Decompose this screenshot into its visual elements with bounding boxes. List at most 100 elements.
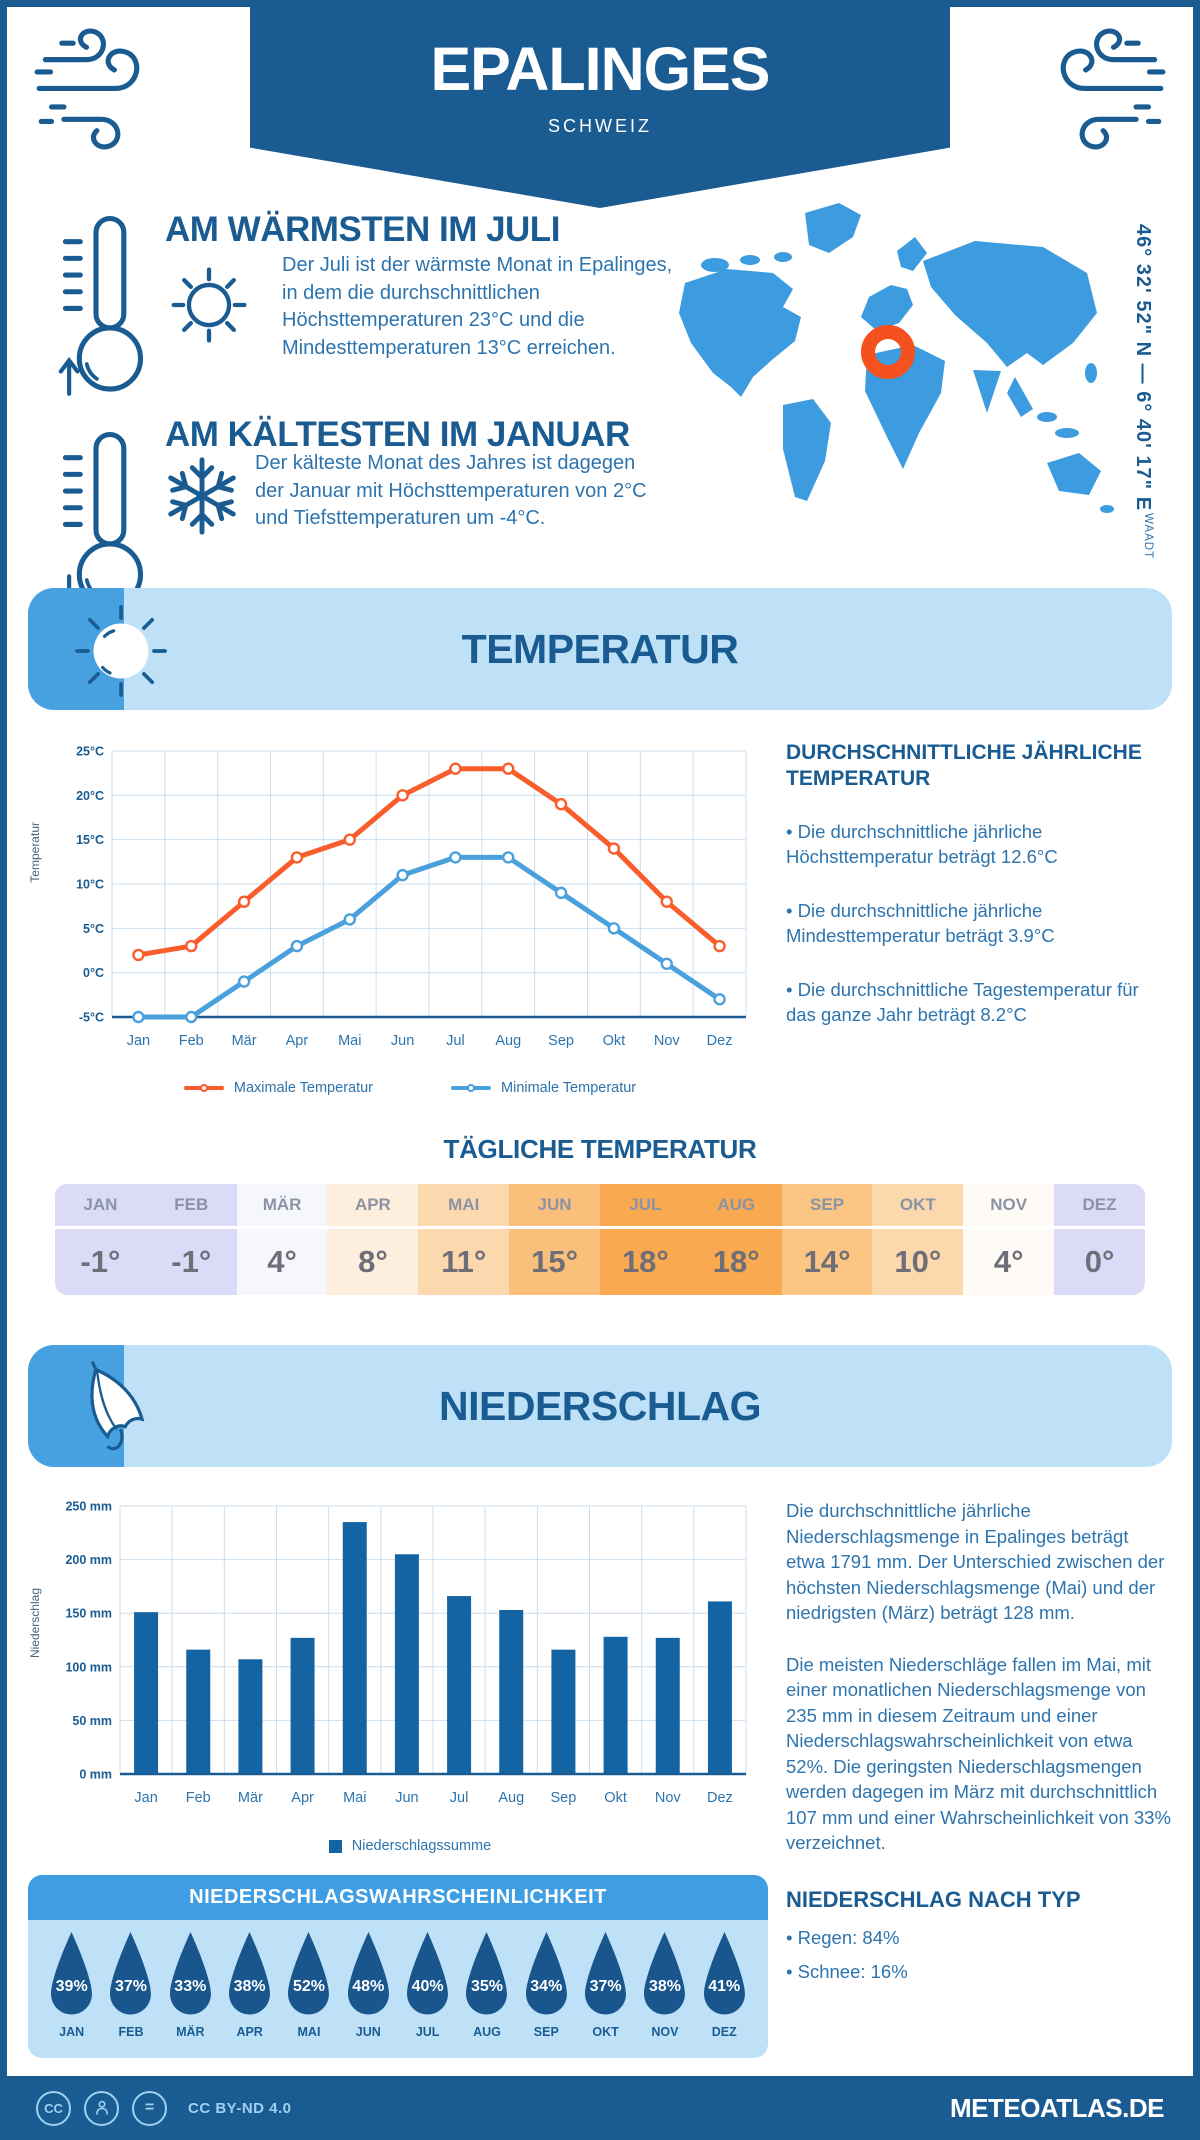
precipitation-text-block: Die durchschnittliche jährliche Niedersc… — [786, 1498, 1172, 1984]
daily-value: 0° — [1084, 1244, 1115, 1279]
probability-month: JUL — [415, 2025, 440, 2039]
point-Minimale Temperatur-Apr — [290, 939, 304, 953]
bar-Aug — [499, 1609, 524, 1774]
droplet-icon: 37% — [108, 1930, 153, 2020]
svg-text:15°C: 15°C — [76, 833, 104, 847]
warmest-text: Der Juli ist der wärmste Monat in Epalin… — [282, 254, 673, 359]
daily-value: 18° — [712, 1244, 760, 1279]
droplet-icon: 37% — [583, 1930, 628, 2020]
svg-text:Feb: Feb — [186, 1790, 211, 1806]
coldest-title: AM KÄLTESTEN IM JANUAR — [165, 415, 630, 454]
daily-cell-SEP: SEP 14° — [781, 1184, 873, 1295]
probability-droplets: 39% JAN 37% FEB 33% MÄR 38% APR 52% MAI 48% JUN 40% J… — [28, 1920, 768, 2039]
temperature-legend: Maximale Temperatur Minimale Temperatur — [60, 1080, 760, 1096]
daily-month: JUN — [537, 1195, 572, 1214]
probability-cell-JAN: 39% JAN — [42, 1930, 101, 2039]
temperature-line-chart: 25°C 20°C 15°C 10°C 5°C 0°C -5°C Jan Feb Mär Apr Ma… — [76, 745, 747, 1049]
svg-text:10°C: 10°C — [76, 878, 104, 892]
svg-text:-5°C: -5°C — [79, 1011, 104, 1025]
daily-cell-MÄR: MÄR 4° — [236, 1184, 328, 1295]
svg-text:Okt: Okt — [604, 1790, 627, 1806]
droplet-icon: 41% — [702, 1930, 747, 2020]
droplet-icon: 52% — [286, 1930, 331, 2020]
precipitation-banner: NIEDERSCHLAG — [28, 1345, 1172, 1467]
point-Minimale Temperatur-Sep — [554, 886, 568, 900]
svg-text:Sep: Sep — [551, 1790, 577, 1806]
point-Maximale Temperatur-Feb — [185, 939, 198, 953]
droplet-icon: 48% — [346, 1930, 391, 2020]
point-Minimale Temperatur-Mär — [237, 975, 251, 988]
probability-cell-OKT: 37% OKT — [576, 1930, 635, 2039]
left-border — [0, 0, 7, 2140]
svg-text:Nov: Nov — [654, 1033, 681, 1049]
bar-Jul — [447, 1596, 472, 1774]
coldest-text: Der kälteste Monat des Jahres ist dagege… — [255, 452, 647, 530]
daily-cell-JUN: JUN 15° — [509, 1184, 600, 1295]
point-Maximale Temperatur-Aug — [502, 762, 515, 775]
daily-cell-MAI: MAI 11° — [418, 1184, 510, 1295]
svg-text:Nov: Nov — [655, 1790, 682, 1806]
point-Minimale Temperatur-Nov — [660, 957, 673, 971]
location-marker-icon — [861, 325, 915, 379]
daily-month: APR — [354, 1195, 391, 1214]
bar-Mai — [342, 1522, 367, 1774]
daily-value: 4° — [993, 1244, 1024, 1279]
warmest-title: AM WÄRMSTEN IM JULI — [165, 210, 560, 249]
annual-temperature-block: DURCHSCHNITTLICHE JÄHRLICHE TEMPERATUR •… — [786, 740, 1172, 1028]
precipitation-section-title: NIEDERSCHLAG — [438, 1382, 762, 1429]
svg-text:Jun: Jun — [395, 1790, 418, 1806]
legend-min-label: Minimale Temperatur — [501, 1080, 637, 1096]
svg-text:Sep: Sep — [548, 1033, 574, 1049]
daily-cell-FEB: FEB -1° — [145, 1184, 237, 1295]
svg-text:5°C: 5°C — [83, 922, 104, 936]
droplet-icon: 34% — [524, 1930, 569, 2020]
bar-Apr — [290, 1637, 315, 1774]
annual-bullet: • Die durchschnittliche Tagestemperatur … — [786, 978, 1139, 1026]
probability-month: NOV — [651, 2025, 679, 2039]
point-Maximale Temperatur-Nov — [660, 895, 673, 908]
precip-paragraph-1: Die durchschnittliche jährliche Niedersc… — [786, 1500, 1165, 1624]
daily-month: FEB — [174, 1195, 209, 1214]
daily-value: -1° — [171, 1244, 212, 1279]
bar-Okt — [603, 1636, 628, 1774]
svg-text:Jul: Jul — [446, 1033, 465, 1049]
svg-text:0°C: 0°C — [83, 966, 104, 980]
precipitation-axis-label: Niederschlag — [28, 1588, 42, 1659]
point-Minimale Temperatur-Jul — [449, 851, 462, 864]
probability-month: DEZ — [711, 2025, 737, 2039]
droplet-icon: 39% — [49, 1930, 94, 2020]
point-Minimale Temperatur-Feb — [185, 1010, 198, 1024]
daily-value: 10° — [894, 1244, 942, 1279]
droplet-icon: 35% — [464, 1930, 509, 2020]
point-Minimale Temperatur-Aug — [502, 851, 515, 864]
svg-text:25°C: 25°C — [76, 745, 104, 759]
person-icon — [84, 2090, 119, 2126]
daily-value: -1° — [80, 1244, 121, 1279]
right-border — [1193, 0, 1200, 2140]
svg-text:Okt: Okt — [603, 1033, 626, 1049]
probability-value: 48% — [352, 1977, 385, 1995]
point-Minimale Temperatur-Jan — [132, 1010, 145, 1024]
daily-temperature-heading: TÄGLICHE TEMPERATUR — [443, 1134, 757, 1164]
svg-text:50 mm: 50 mm — [72, 1714, 112, 1728]
svg-text:Mai: Mai — [343, 1790, 366, 1806]
probability-month: SEP — [533, 2025, 559, 2039]
bar-Feb — [186, 1649, 211, 1774]
probability-panel: NIEDERSCHLAGSWAHRSCHEINLICHKEIT 39% JAN 37… — [28, 1875, 768, 2058]
bar-swatch — [328, 1839, 342, 1853]
daily-month: JAN — [83, 1195, 118, 1214]
precip-type-rain: • Regen: 84% — [786, 1927, 900, 1949]
probability-value: 35% — [470, 1977, 503, 1995]
sun-banner-icon — [66, 596, 176, 702]
point-Maximale Temperatur-Apr — [290, 851, 304, 864]
temperature-banner: TEMPERATUR — [28, 588, 1172, 710]
svg-text:100 mm: 100 mm — [65, 1660, 112, 1674]
region-label: WAADT — [1142, 513, 1154, 560]
daily-cell-JAN: JAN -1° — [55, 1184, 146, 1295]
svg-text:200 mm: 200 mm — [65, 1553, 112, 1567]
probability-cell-APR: 38% APR — [220, 1930, 279, 2039]
point-Maximale Temperatur-Dez — [713, 939, 726, 953]
probability-value: 33% — [174, 1977, 207, 1995]
legend-max-label: Maximale Temperatur — [233, 1080, 374, 1096]
svg-text:Mär: Mär — [238, 1790, 263, 1806]
